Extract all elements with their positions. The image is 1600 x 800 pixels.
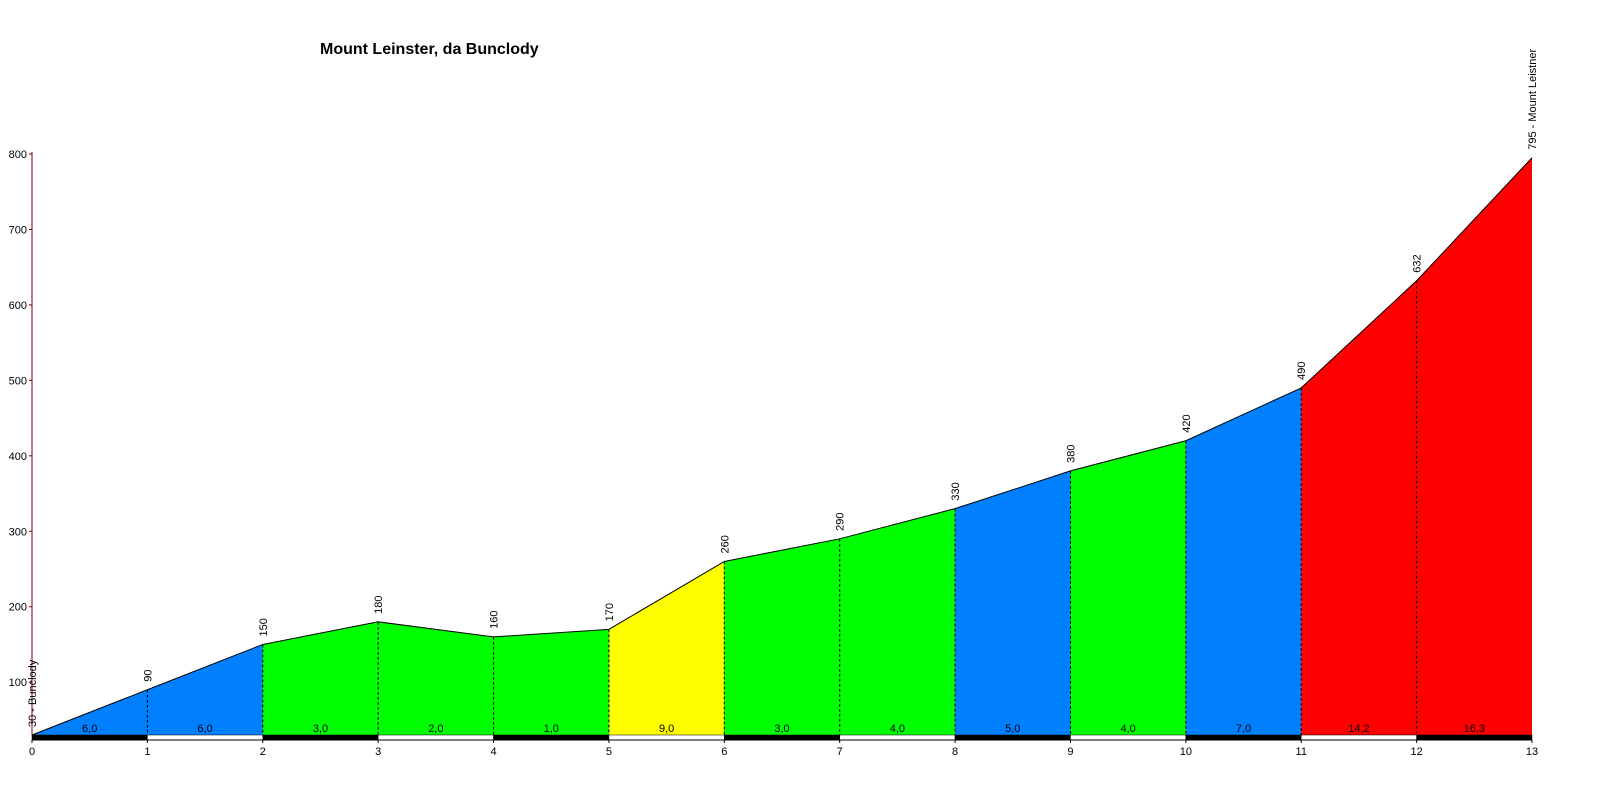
x-tick-label: 7: [837, 746, 843, 758]
x-tick-label: 2: [260, 746, 266, 758]
segment-area: [839, 508, 956, 735]
gradient-label: 9,0: [659, 723, 674, 735]
gradient-label: 3,0: [774, 723, 789, 735]
elevation-label: 90: [142, 669, 154, 681]
distance-bar-cell: [262, 734, 379, 741]
gradient-label: 5,0: [1005, 723, 1020, 735]
distance-bar-cell: [493, 734, 610, 741]
distance-bar-cell: [1185, 734, 1302, 741]
distance-bar-cell: [1070, 734, 1187, 741]
segment-area: [608, 561, 725, 735]
segment-area: [1070, 440, 1186, 735]
elevation-label: 330: [950, 482, 962, 500]
y-tick-label: 100: [9, 677, 27, 689]
elevation-label: 160: [489, 611, 501, 629]
segment-area: [1416, 157, 1532, 736]
y-tick-label: 400: [9, 451, 27, 463]
segment-area: [493, 629, 609, 735]
distance-bar-cell: [839, 734, 956, 741]
chart-title: Mount Leinster, da Bunclody: [320, 41, 539, 58]
x-tick-label: 13: [1526, 746, 1538, 758]
distance-bar-cell: [1416, 734, 1533, 741]
segment-area: [1185, 387, 1302, 735]
elevation-label: 30 - Bunclody: [27, 659, 39, 727]
segment-area: [1301, 280, 1417, 735]
x-tick-label: 11: [1296, 746, 1307, 758]
profile-line: [31, 157, 1533, 736]
y-tick-label: 300: [9, 526, 27, 538]
x-axis: 0 1 2 3 4 5 6 7 8 9 10 11 12 13: [29, 739, 1538, 758]
distance-bar: [31, 734, 1533, 741]
x-tick-label: 12: [1410, 746, 1422, 758]
gradient-label: 2,0: [428, 723, 443, 735]
x-tick-label: 4: [490, 746, 496, 758]
elevation-label: 180: [373, 595, 385, 613]
x-tick-label: 3: [375, 746, 381, 758]
x-tick-label: 8: [952, 746, 958, 758]
gradient-label: 7,0: [1236, 723, 1251, 735]
y-axis: 100 200 300 400 500 600 700 800: [9, 149, 33, 735]
gradient-label: 6,0: [82, 723, 97, 735]
distance-bar-cell: [1300, 734, 1417, 741]
segment-area: [378, 621, 494, 735]
x-tick-label: 1: [144, 746, 150, 758]
gradient-label: 14,2: [1348, 723, 1369, 735]
segment-area: [955, 470, 1071, 735]
y-tick-label: 700: [9, 224, 27, 236]
elevation-label: 260: [719, 535, 731, 553]
y-tick-label: 800: [9, 149, 27, 161]
elevation-label: 150: [258, 618, 270, 636]
segment-area: [724, 538, 840, 735]
y-tick-label: 200: [9, 602, 27, 614]
x-tick-label: 9: [1067, 746, 1073, 758]
segment-area: [147, 644, 263, 735]
elevation-label: 795 - Mount Leistner: [1527, 49, 1539, 150]
elevation-labels: 30 - Bunclody 90 150 180 160 170 260 290 330 380 4…: [27, 49, 1539, 727]
y-tick-label: 600: [9, 300, 27, 312]
x-tick-label: 0: [29, 746, 35, 758]
gradient-label: 3,0: [313, 723, 328, 735]
distance-bar-cell: [954, 734, 1071, 741]
elevation-label: 170: [604, 603, 616, 621]
x-tick-label: 10: [1180, 746, 1192, 758]
gradient-label: 6,0: [197, 723, 212, 735]
segment-dividers: [146, 280, 1418, 735]
elevation-label: 420: [1181, 414, 1193, 432]
x-tick-label: 6: [721, 746, 727, 758]
segment-area: [262, 621, 379, 735]
distance-bar-cell: [31, 734, 148, 741]
elevation-label: 632: [1412, 254, 1424, 272]
distance-bar-cell: [377, 734, 494, 741]
x-tick-label: 5: [606, 746, 612, 758]
gradient-label: 16,3: [1464, 723, 1485, 735]
distance-bar-cell: [147, 734, 264, 741]
gradient-label: 4,0: [1121, 723, 1136, 735]
elevation-label: 290: [835, 512, 847, 530]
elevation-label: 490: [1296, 362, 1308, 380]
distance-bar-cell: [608, 734, 725, 741]
gradient-label: 4,0: [890, 723, 905, 735]
elevation-label: 380: [1065, 445, 1077, 463]
distance-bar-cell: [724, 734, 840, 741]
gradient-labels: 6,0 6,0 3,0 2,0 1,0 9,0 3,0 4,0 5,0 4,0 7,0 14,2 16,…: [82, 723, 1485, 735]
gradient-label: 1,0: [544, 723, 559, 735]
profile-segments: [32, 157, 1532, 736]
y-tick-label: 500: [9, 375, 27, 387]
